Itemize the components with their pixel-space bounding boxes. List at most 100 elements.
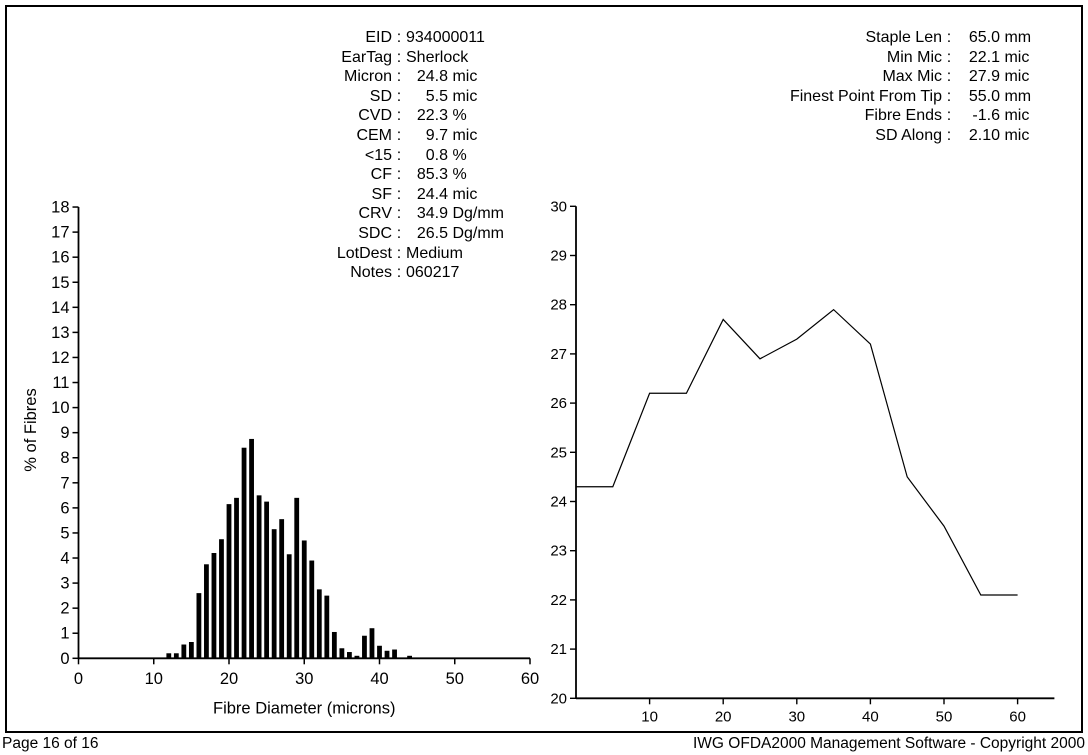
x-tick-label: 50 <box>446 670 464 688</box>
stat-number: 55.0 <box>968 87 1000 105</box>
y-tick-label: 18 <box>51 199 69 217</box>
stat-unit: mic <box>448 87 478 105</box>
stat-colon: : <box>392 29 406 46</box>
stat-value: 24.4 mic <box>406 185 477 205</box>
page-border-frame <box>5 5 1083 733</box>
y-tick-label: 1 <box>60 625 69 643</box>
stat-row: Fibre Ends : -1.6 mic <box>612 106 1031 126</box>
stat-colon: : <box>392 185 406 203</box>
stat-label: Finest Point From Tip <box>789 87 942 105</box>
stat-label: Micron <box>343 68 392 86</box>
stat-unit: % <box>448 146 467 164</box>
y-tick-label: 26 <box>550 395 567 412</box>
stat-number: -1.6 <box>972 107 1000 125</box>
x-tick-label: 60 <box>1009 708 1026 725</box>
stat-row: LotDest : Medium <box>80 244 504 264</box>
histogram-bar <box>339 648 345 659</box>
stat-number: 2.10 <box>968 126 1000 144</box>
stat-colon: : <box>392 166 406 184</box>
y-tick-label: 3 <box>60 575 69 593</box>
histogram-bar <box>369 628 375 659</box>
stat-label: Notes <box>350 264 392 282</box>
x-tick-label: 10 <box>641 708 658 725</box>
stat-row: CEM : 9.7 mic <box>80 126 504 146</box>
stat-colon: : <box>392 126 406 144</box>
x-tick-label: 30 <box>788 708 805 725</box>
histogram-bar <box>286 554 292 659</box>
stat-value: 85.3 % <box>406 165 467 185</box>
histogram-bar <box>181 644 187 659</box>
stat-colon: : <box>392 244 406 262</box>
stat-number: 22.3 <box>416 107 448 125</box>
stat-unit: Dg/mm <box>448 224 504 242</box>
histogram-bar <box>384 650 390 659</box>
stat-row: SDC : 26.5 Dg/mm <box>80 224 504 244</box>
stat-text-value: 060217 <box>406 264 460 282</box>
stat-colon: : <box>942 126 956 144</box>
histogram-bar <box>324 595 330 659</box>
stat-colon: : <box>942 29 956 46</box>
y-tick-label: 8 <box>60 449 69 467</box>
stat-label: SDC <box>358 224 392 242</box>
stat-value: 2.10 mic <box>956 126 1029 146</box>
y-axis-title: % of Fibres <box>22 388 40 471</box>
stat-row: Micron : 24.8 mic <box>80 67 504 87</box>
stat-row: Finest Point From Tip : 55.0 mm <box>612 87 1031 107</box>
stat-unit: Dg/mm <box>448 205 504 223</box>
stat-row: <15 : 0.8 % <box>80 146 504 166</box>
histogram-bar <box>211 553 217 659</box>
histogram-bar <box>279 519 285 659</box>
stat-number: 85.3 <box>416 166 448 184</box>
stat-colon: : <box>392 68 406 86</box>
stat-number: 26.5 <box>416 224 448 242</box>
micron-profile-line <box>576 308 1018 596</box>
stat-row: EID : 934000011 <box>80 28 504 48</box>
y-tick-label: 2 <box>60 600 69 618</box>
histogram-bar <box>188 642 194 659</box>
stat-value: 0.8 % <box>406 146 467 166</box>
histogram-bar <box>407 655 412 659</box>
sample-stats-block: EID : 934000011 EarTag : Sherlock Micron… <box>80 28 504 283</box>
stat-colon: : <box>392 146 406 164</box>
stat-label: SF <box>371 185 392 203</box>
stat-row: Notes : 060217 <box>80 263 504 283</box>
stat-colon: : <box>392 205 406 223</box>
stat-row: SD : 5.5 mic <box>80 87 504 107</box>
histogram-bar <box>256 495 262 659</box>
x-axis-title: Fibre Diameter (microns) <box>213 699 395 717</box>
stat-number: 0.8 <box>425 146 448 164</box>
stat-label: LotDest <box>336 244 392 262</box>
footer-page-number: Page 16 of 16 <box>2 735 99 752</box>
stat-label: EarTag <box>341 48 392 66</box>
histogram-bar <box>173 653 179 659</box>
stat-text-value: Sherlock <box>406 48 469 66</box>
stat-value: 5.5 mic <box>406 87 478 107</box>
stat-row: EarTag : Sherlock <box>80 48 504 68</box>
stat-colon: : <box>392 107 406 125</box>
stat-unit: mm <box>1000 87 1032 105</box>
stat-number: 24.4 <box>416 185 448 203</box>
stat-value: 65.0 mm <box>956 28 1031 48</box>
x-tick-label: 20 <box>715 708 732 725</box>
stat-value: Medium <box>406 244 463 264</box>
y-tick-label: 12 <box>51 349 69 367</box>
stat-unit: mic <box>448 185 478 203</box>
y-tick-label: 5 <box>60 524 69 542</box>
y-tick-label: 22 <box>550 592 567 609</box>
stat-number: 9.7 <box>425 126 448 144</box>
histogram-bar <box>331 631 337 659</box>
y-tick-label: 4 <box>60 550 69 568</box>
stat-row: Max Mic : 27.9 mic <box>612 67 1031 87</box>
y-tick-label: 24 <box>550 494 567 511</box>
stat-unit: % <box>448 107 467 125</box>
stat-label: Fibre Ends <box>864 107 942 125</box>
histogram-bar <box>166 653 172 659</box>
stat-value: -1.6 mic <box>956 106 1029 126</box>
y-tick-label: 17 <box>51 224 69 242</box>
stat-value: 27.9 mic <box>956 67 1029 87</box>
stat-unit: mm <box>1000 29 1032 46</box>
y-tick-label: 0 <box>60 650 69 668</box>
y-tick-label: 6 <box>60 499 69 517</box>
histogram-bar <box>354 655 360 659</box>
